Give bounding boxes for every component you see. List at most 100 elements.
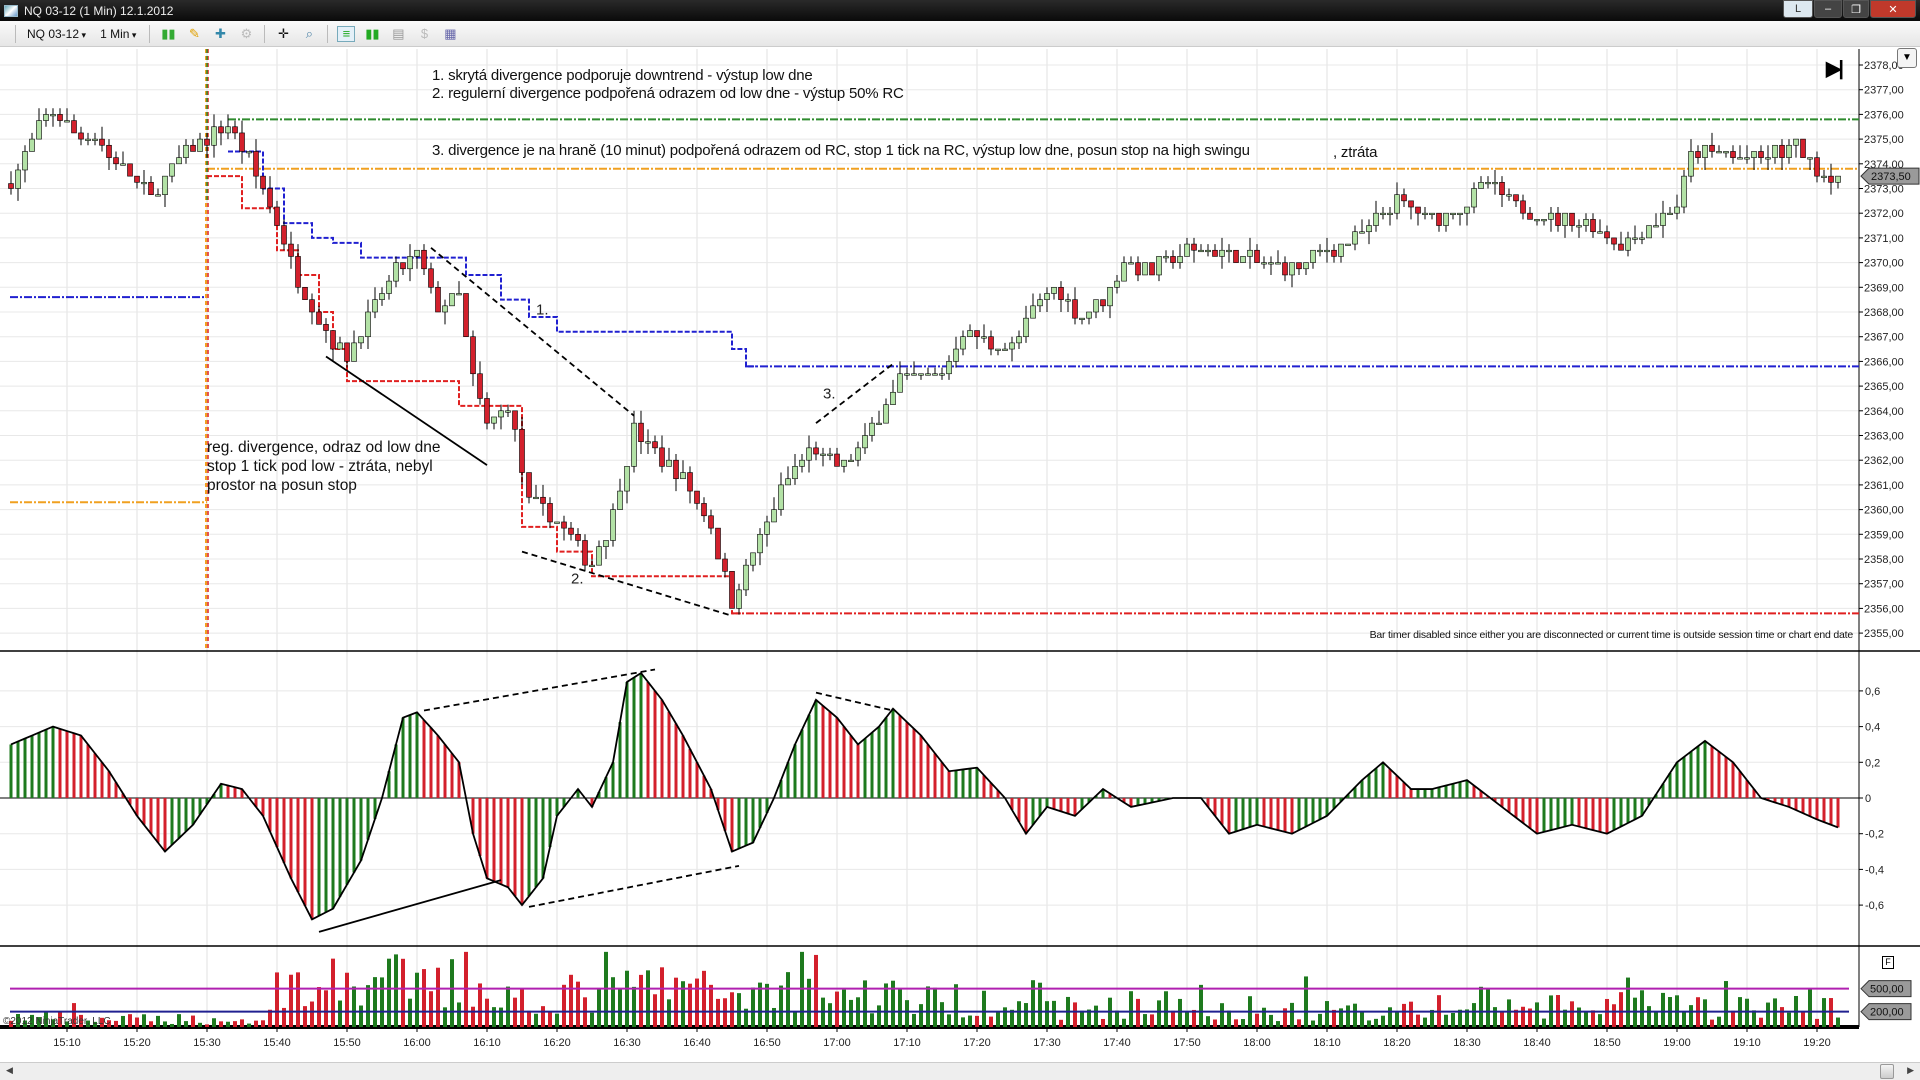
layout-button[interactable]: L	[1783, 0, 1813, 18]
volume-bar	[65, 1021, 69, 1027]
price-tick-label: 2368,00	[1864, 307, 1904, 319]
volume-bar	[989, 1016, 993, 1027]
bar-type-icon[interactable]: ▮▮	[161, 25, 176, 41]
candle-up	[43, 114, 49, 121]
volume-panel-button[interactable]: F	[1882, 956, 1894, 969]
volume-bar	[1731, 1010, 1735, 1027]
volume-bar	[58, 1011, 62, 1027]
scroll-right-arrow[interactable]: ▶	[1907, 1065, 1914, 1075]
instrument-selector[interactable]: NQ 03-12	[27, 27, 86, 41]
crosshair-icon[interactable]: ✛	[277, 25, 289, 41]
volume-bar	[569, 974, 573, 1027]
volume-bar	[674, 977, 678, 1027]
candle-up	[1723, 151, 1729, 154]
volume-bar	[373, 977, 377, 1027]
chart-trader-icon[interactable]: ≡	[337, 25, 356, 42]
volume-bar	[1073, 1002, 1077, 1027]
candle-up	[1387, 212, 1393, 215]
close-button[interactable]: ✕	[1870, 0, 1916, 18]
candle-down	[260, 175, 266, 189]
dollar-icon[interactable]: $	[420, 26, 429, 41]
data-box-icon[interactable]: ▮▮	[365, 25, 380, 41]
volume-bar	[51, 1019, 55, 1027]
volume-bar	[611, 977, 615, 1027]
time-tick-label: 17:30	[1033, 1037, 1061, 1049]
restore-button[interactable]: ❐	[1843, 0, 1869, 18]
candle-up	[1429, 212, 1435, 215]
volume-bar	[744, 1008, 748, 1027]
time-tick-label: 18:30	[1453, 1037, 1481, 1049]
drawing-pencil-icon[interactable]: ✎	[188, 25, 200, 41]
volume-bar	[1584, 1011, 1588, 1027]
volume-bar	[1101, 1018, 1105, 1027]
candle-up	[1205, 249, 1211, 253]
price-tick-label: 2369,00	[1864, 282, 1904, 294]
properties-icon[interactable]: ▦	[444, 25, 457, 41]
candle-up	[1261, 262, 1267, 265]
scroll-left-arrow[interactable]: ◀	[6, 1065, 13, 1075]
zoom-icon[interactable]: ⌕	[305, 25, 314, 41]
volume-bar	[394, 954, 398, 1027]
price-tick-label: 2375,00	[1864, 134, 1904, 146]
trend-line-osc	[815, 691, 894, 712]
candle-up	[876, 422, 882, 425]
candle-up	[449, 293, 455, 307]
minimize-button[interactable]: ‒	[1814, 0, 1842, 18]
candle-up	[50, 114, 56, 117]
candle-down	[722, 558, 728, 572]
volume-bar	[478, 983, 482, 1027]
volume-bar	[79, 1014, 83, 1027]
volume-bar	[408, 998, 412, 1027]
candle-up	[36, 120, 42, 140]
volume-bar	[1059, 1019, 1063, 1027]
add-indicator-icon[interactable]: ✚	[214, 25, 226, 41]
candle-down	[1814, 157, 1820, 177]
volume-bar	[1325, 1001, 1329, 1027]
volume-bar	[1444, 1014, 1448, 1027]
volume-bar	[828, 1003, 832, 1027]
candle-down	[1212, 249, 1218, 257]
candle-up	[155, 194, 161, 197]
candle-up	[778, 484, 784, 510]
volume-bar	[226, 1021, 230, 1027]
panel-menu-button[interactable]: ▼	[1897, 48, 1917, 68]
volume-bar	[779, 985, 783, 1027]
interval-selector[interactable]: 1 Min	[100, 27, 136, 41]
candle-up	[666, 459, 672, 467]
volume-bar	[730, 992, 734, 1027]
candle-up	[1023, 317, 1029, 337]
candle-up	[890, 391, 896, 405]
volume-bar	[898, 988, 902, 1027]
volume-bar	[1654, 1011, 1658, 1027]
volume-bar	[170, 1023, 174, 1027]
volume-bar	[1115, 1010, 1119, 1027]
candle-down	[519, 429, 525, 473]
horizontal-scrollbar[interactable]: ◀ ▶	[0, 1062, 1920, 1080]
candle-down	[1296, 262, 1302, 270]
trend-line-osc	[318, 879, 502, 933]
volume-bar	[331, 958, 335, 1027]
candle-up	[1674, 206, 1680, 214]
go-to-end-button[interactable]: ▶|	[1826, 58, 1844, 80]
volume-bar	[86, 1020, 90, 1027]
volume-bar	[1178, 998, 1182, 1027]
chart-style-icon[interactable]: ▤	[392, 25, 405, 41]
candle-down	[309, 299, 315, 313]
volume-bar	[30, 1014, 34, 1027]
scrollbar-thumb[interactable]	[1880, 1064, 1894, 1079]
volume-bar	[1626, 977, 1630, 1027]
candle-up	[848, 459, 854, 463]
volume-bar	[1234, 1019, 1238, 1027]
candle-down	[1695, 151, 1701, 158]
strategy-icon[interactable]: ⚙	[240, 25, 253, 41]
volume-bar	[877, 1005, 881, 1027]
candle-down	[1233, 249, 1239, 263]
candle-up	[1443, 212, 1449, 226]
volume-bar	[16, 1013, 20, 1027]
candle-up	[757, 533, 763, 554]
candle-up	[225, 126, 231, 134]
candle-up	[1597, 231, 1603, 234]
volume-bar	[534, 1013, 538, 1027]
volume-bar	[1339, 1008, 1343, 1027]
